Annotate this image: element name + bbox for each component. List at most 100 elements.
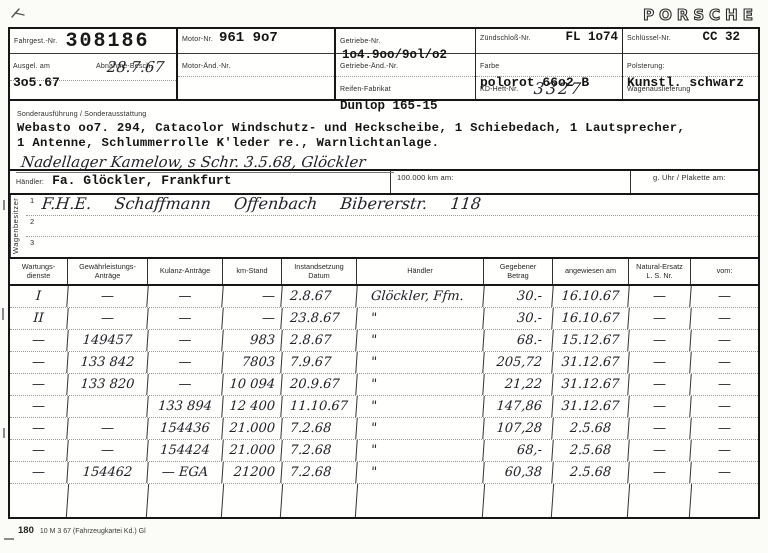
engine-number-value: 961 9o7: [218, 30, 278, 46]
gearbox-column: Getriebe-Nr. 1o4.9oo/9ol/o2 Getriebe-Änd…: [336, 29, 476, 113]
table-cell: 10 094: [222, 374, 283, 395]
table-cell: 16.10.67: [552, 286, 630, 307]
owners-side-label: Wagenbesitzer: [10, 195, 26, 257]
table-cell: —: [147, 352, 224, 373]
column-header: Wartungs- dienste: [10, 259, 68, 284]
table-cell: ": [356, 352, 485, 373]
upholstery-label: Polsterung:: [627, 63, 665, 70]
table-cell: 147,86: [483, 396, 554, 417]
paint-field: Farbe polorot 66o2 B: [476, 54, 622, 90]
table-cell: Glöckler, Ffm.: [356, 286, 485, 307]
acceptance-value: 28.7.67: [106, 58, 166, 76]
table-cell: 20.9.67: [281, 374, 358, 395]
scan-artifact: [3, 200, 5, 210]
table-cell: 11.10.67: [281, 396, 358, 417]
table-cell: —: [67, 418, 149, 439]
table-cell: —: [717, 421, 732, 436]
table-cell: —: [9, 462, 69, 483]
table-cell: 154436: [147, 418, 224, 439]
table-row: I — — —2.8.67 Glöckler, Ffm. 30.- 16.10.67— —: [9, 286, 758, 308]
identification-grid: Fahrgest.-Nr. 308186 Ausgel. am 3o5.67 A…: [10, 29, 758, 113]
table-cell: 133 894: [147, 396, 224, 417]
engine-mod-label: Motor-Änd.-Nr.: [182, 63, 231, 70]
table-cell: 31.12.67: [552, 396, 630, 417]
column-header: Instandsetzung Datum: [282, 259, 357, 284]
key-number-field: Schlüssel-Nr. CC 32: [623, 29, 758, 54]
table-cell: 15.12.67: [552, 330, 630, 351]
column-header: vom:: [716, 266, 733, 276]
engine-column: Motor-Nr. 961 9o7 Motor-Änd.-Nr.: [178, 29, 336, 99]
table-cell: [146, 484, 225, 517]
table-cell: 2.8.67: [281, 330, 358, 351]
table-cell: —: [628, 462, 692, 483]
table-cell: 107,28: [483, 418, 554, 439]
table-cell: [482, 484, 555, 517]
special-equipment-handwritten-note: Nadellager Kamelow, s Schr. 3.5.68, Glöc…: [15, 153, 397, 173]
table-row: —154462— EGA 21200 7.2.68 " 60,38 2.5.68— —: [9, 462, 758, 484]
table-cell: ": [356, 308, 485, 329]
gearbox-mod-label: Getriebe-Änd.-Nr.: [340, 63, 399, 70]
owner-row-number: 1: [30, 196, 35, 205]
issued-date-label: Ausgel. am: [13, 63, 51, 70]
table-body: I — — —2.8.67 Glöckler, Ffm. 30.- 16.10.67— — II…: [8, 286, 759, 517]
table-cell: —: [9, 440, 69, 461]
paint-value: polorot 66o2 B: [480, 75, 590, 90]
special-equipment-section: Sonderausführung / Sonderausstattung Web…: [10, 101, 758, 173]
table-row: — —154436 21.000 7.2.68 " 107,28 2.5.68— —: [9, 418, 758, 440]
form-number: 180: [18, 525, 34, 536]
table-cell: —: [147, 286, 224, 307]
issued-date-field: Ausgel. am 3o5.67: [10, 54, 93, 90]
special-equipment-line1: Webasto oo7. 294, Catacolor Windschutz- …: [17, 121, 686, 135]
table-cell: ": [356, 462, 485, 483]
table-cell: —: [9, 352, 69, 373]
table-cell: —: [147, 330, 224, 351]
service-book-value: 3327: [533, 79, 584, 98]
owner-row: 2: [26, 216, 758, 237]
table-cell: —: [147, 308, 224, 329]
ignition-lock-value: FL 1o74: [565, 30, 618, 44]
table-cell: —: [628, 286, 692, 307]
table-cell: —: [9, 330, 69, 351]
table-cell: ": [356, 440, 485, 461]
table-cell: ": [356, 330, 485, 351]
table-cell: —: [717, 289, 732, 304]
table-cell: 31.12.67: [552, 374, 630, 395]
clock-badge-field: g. Uhr / Plakette am:: [630, 171, 758, 193]
scan-artifact: [2, 308, 4, 320]
key-upholstery-column: Schlüssel-Nr. CC 32 Polsterung: Kunstl. …: [623, 29, 758, 99]
table-cell: 16.10.67: [552, 308, 630, 329]
table-cell: 7.2.68: [281, 418, 358, 439]
dealer-row: Händler: Fa. Glöckler, Frankfurt 100.000…: [10, 171, 758, 195]
tyre-label: Reifen-Fabrikat: [340, 86, 391, 93]
tyre-field: Reifen-Fabrikat Dunlop 165-15: [336, 77, 475, 113]
engine-number-label: Motor-Nr.: [182, 36, 213, 43]
column-header: Kulanz-Anträge: [148, 259, 223, 284]
acceptance-label: Abnahme-Besch.: [96, 63, 153, 70]
column-header: Gewährleistungs- Anträge: [68, 259, 148, 284]
table-cell: 983: [222, 330, 283, 351]
column-header: Natural-Ersatz L. S. Nr.: [629, 259, 691, 284]
table-cell: 7.9.67: [281, 352, 358, 373]
gearbox-number-label: Getriebe-Nr.: [340, 38, 381, 45]
table-cell: —: [628, 374, 692, 395]
table-cell: —: [717, 443, 732, 458]
chassis-number-field: Fahrgest.-Nr. 308186: [10, 29, 176, 54]
table-cell: 68,-: [483, 440, 554, 461]
table-cell: —: [628, 418, 692, 439]
service-book-label: KD-Heft-Nr.: [480, 86, 519, 93]
table-row: —133 820—10 094 20.9.67 " 21,22 31.12.67— —: [9, 374, 758, 396]
table-cell: —: [67, 308, 149, 329]
table-cell: 68.-: [483, 330, 554, 351]
table-cell: 30.-: [483, 308, 554, 329]
porsche-logo: PORSCHE: [643, 5, 758, 24]
table-cell: —: [628, 308, 692, 329]
table-cell: ": [356, 418, 485, 439]
table-cell: [690, 484, 759, 517]
dealer-value: Fa. Glöckler, Frankfurt: [52, 173, 232, 188]
table-cell: 31.12.67: [552, 352, 630, 373]
ignition-lock-field: Zündschloß-Nr. FL 1o74: [476, 29, 622, 54]
ignition-lock-label: Zündschloß-Nr.: [480, 35, 531, 42]
100000km-field: 100.000 km am:: [390, 171, 630, 193]
upholstery-field: Polsterung: Kunstl. schwarz: [623, 54, 758, 90]
table-cell: —: [717, 355, 732, 370]
